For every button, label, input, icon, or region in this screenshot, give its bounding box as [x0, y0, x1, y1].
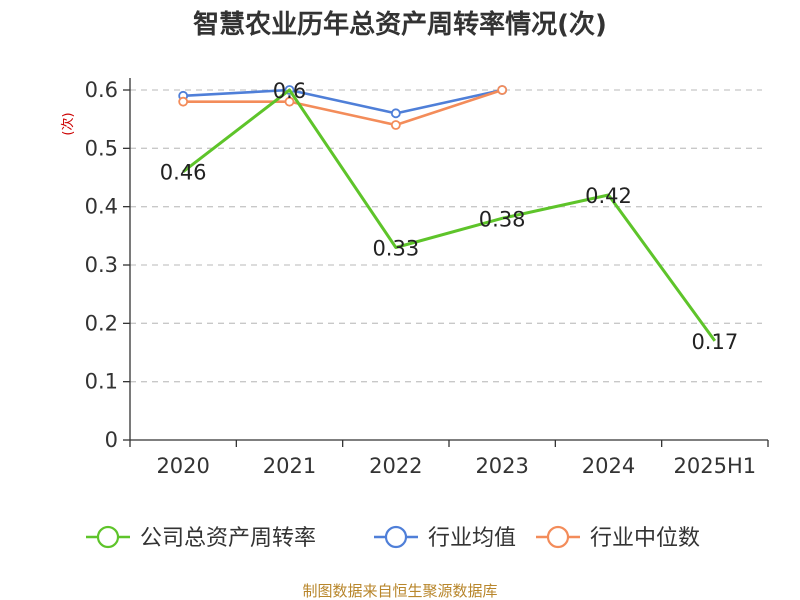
legend-marker: [96, 525, 120, 549]
y-tick-label: 0: [105, 428, 118, 452]
x-tick-label: 2021: [263, 454, 316, 478]
y-axis-label: (次): [60, 112, 76, 135]
legend-item: 公司总资产周转率: [86, 525, 316, 551]
grid-lines: [130, 89, 762, 383]
legend-item: 行业均值: [374, 525, 516, 551]
y-tick-label: 0.1: [85, 370, 118, 394]
x-tick-label: 2024: [582, 454, 635, 478]
data-label: 0.42: [585, 184, 632, 208]
data-labels: 0.46 0.6 0.33 0.38 0.42 0.17: [160, 79, 738, 354]
legend-item: 行业中位数: [536, 525, 700, 551]
data-label: 0.46: [160, 161, 207, 185]
legend-label: 公司总资产周转率: [140, 526, 316, 551]
y-tick-label: 0.2: [85, 311, 118, 335]
x-tick-label: 2025H1: [674, 454, 757, 478]
x-tick-label: 2023: [475, 454, 528, 478]
data-label: 0.33: [372, 237, 419, 261]
x-tick-label: 2020: [156, 454, 209, 478]
data-point: [390, 108, 401, 119]
data-label: 0.6: [273, 79, 306, 103]
data-point: [497, 85, 508, 95]
series-line: [182, 88, 717, 342]
y-tick-label: 0.4: [85, 195, 118, 219]
series-2: [178, 85, 508, 130]
data-label: 0.38: [479, 207, 526, 231]
series-layer: [178, 85, 717, 342]
series-0: [182, 88, 717, 342]
legend-marker: [546, 525, 570, 549]
series-line: [183, 88, 503, 115]
data-point: [284, 96, 295, 107]
chart-title: 智慧农业历年总资产周转率情况(次): [193, 9, 607, 40]
data-point: [178, 96, 189, 107]
y-tick-label: 0.5: [85, 136, 118, 160]
y-tick-label: 0.6: [85, 78, 118, 102]
x-tick-label: 2022: [369, 454, 422, 478]
source-note: 制图数据来自恒生聚源数据库: [302, 582, 497, 600]
legend: 公司总资产周转率 行业均值 行业中位数: [86, 525, 700, 551]
legend-label: 行业中位数: [590, 526, 700, 551]
series-line: [183, 88, 503, 127]
legend-marker: [384, 525, 408, 549]
axes: 0 0.1 0.2 0.3 0.4 0.5 0.6 2020 2021 2022 2023 2024 2…: [85, 78, 769, 478]
data-point: [390, 120, 401, 130]
data-label: 0.17: [691, 330, 738, 354]
y-tick-label: 0.3: [85, 253, 118, 277]
legend-label: 行业均值: [428, 526, 516, 551]
